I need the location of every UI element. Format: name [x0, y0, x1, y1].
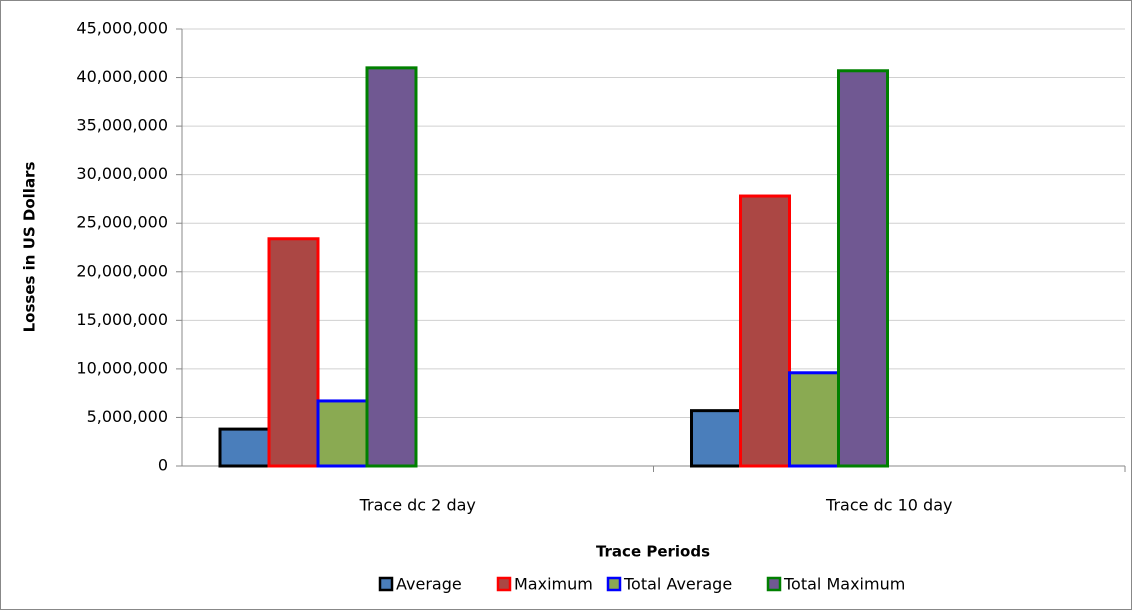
bar [365, 66, 418, 468]
bar [267, 237, 320, 468]
y-tick-label: 5,000,000 [87, 407, 168, 426]
y-tick-label: 45,000,000 [76, 19, 168, 38]
legend-swatch [496, 576, 512, 592]
legend-label: Average [396, 575, 462, 594]
y-tick-label: 35,000,000 [76, 116, 168, 135]
x-tick-label: Trace dc 10 day [825, 496, 952, 515]
y-tick-label: 20,000,000 [76, 261, 168, 280]
y-tick-label: 25,000,000 [76, 213, 168, 232]
legend-swatch [766, 576, 782, 592]
legend-swatch [378, 576, 394, 592]
y-tick-label: 15,000,000 [76, 310, 168, 329]
y-tick-label: 10,000,000 [76, 358, 168, 377]
bar [837, 69, 889, 468]
y-tick-label: 40,000,000 [76, 67, 168, 86]
legend-swatch [606, 576, 622, 592]
y-tick-label: 30,000,000 [76, 164, 168, 183]
bar [690, 409, 742, 468]
bar [788, 371, 840, 468]
x-axis-title: Trace Periods [596, 543, 710, 561]
bar [739, 194, 791, 468]
x-tick-label: Trace dc 2 day [359, 496, 476, 515]
bar [218, 427, 271, 468]
legend-label: Total Maximum [783, 575, 905, 594]
y-tick-label: 0 [158, 456, 168, 475]
legend-label: Maximum [514, 575, 593, 594]
legend-label: Total Average [623, 575, 732, 594]
y-axis-title: Losses in US Dollars [21, 162, 39, 333]
bar [316, 399, 369, 468]
